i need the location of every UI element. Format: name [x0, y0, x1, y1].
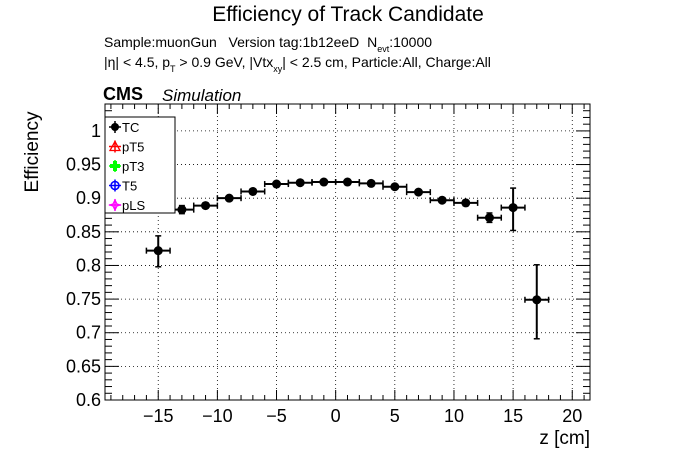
- legend-entry-pls: pLS: [108, 198, 145, 213]
- y-tick-label: 0.8: [76, 255, 101, 275]
- y-tick-label: 0.6: [76, 390, 101, 410]
- data-points: [145, 177, 550, 340]
- data-point-marker: [437, 195, 447, 205]
- data-point-marker: [508, 203, 518, 213]
- y-tick-label: 0.9: [76, 188, 101, 208]
- legend: TC pT5 pT3 T5 pLS: [104, 116, 176, 214]
- cuts-vtx: > 0.9 GeV, |Vtx: [175, 54, 274, 70]
- nevt-label: N: [367, 34, 378, 50]
- chart-title: Efficiency of Track Candidate: [212, 3, 484, 26]
- data-point-marker: [484, 213, 494, 223]
- legend-marker-pt3: [110, 161, 120, 171]
- x-tick-label: −5: [266, 406, 287, 426]
- data-point-marker: [532, 295, 542, 305]
- data-point-marker: [272, 179, 282, 189]
- simulation-label: Simulation: [162, 86, 242, 105]
- y-tick-label: 0.75: [66, 289, 101, 309]
- cuts-rest: | < 2.5 cm, Particle:All, Charge:All: [282, 54, 491, 70]
- y-tick-label: 0.7: [76, 323, 101, 343]
- data-point-marker: [153, 246, 163, 256]
- y-tick-label: 0.85: [66, 222, 101, 242]
- legend-label: pT5: [122, 140, 144, 155]
- legend-label: TC: [122, 120, 139, 135]
- legend-entry-pt3: pT3: [109, 159, 144, 174]
- data-point-marker: [224, 193, 234, 203]
- data-point-marker: [390, 182, 400, 192]
- x-tick-label: 10: [444, 406, 464, 426]
- cms-label: CMS: [103, 84, 143, 104]
- version-label: Version tag:1b12eeD: [228, 34, 360, 50]
- legend-marker-pls: [108, 198, 122, 212]
- legend-label: pLS: [122, 198, 145, 213]
- legend-label: T5: [122, 179, 137, 194]
- data-point-marker: [343, 177, 352, 187]
- x-tick-label: 5: [390, 406, 400, 426]
- y-tick-label: 0.95: [66, 155, 101, 175]
- data-point-marker: [248, 186, 258, 196]
- legend-entry-pt5: pT5: [108, 140, 144, 155]
- pt-subscript: T: [170, 64, 176, 74]
- grid-lines: [105, 104, 590, 401]
- data-point-marker: [295, 178, 305, 188]
- data-point-marker: [177, 205, 187, 215]
- legend-marker-tc: [111, 123, 119, 131]
- sample-label: Sample:muonGun: [104, 34, 217, 50]
- data-point-marker: [201, 201, 211, 211]
- data-point-marker: [413, 187, 423, 197]
- x-tick-label: −10: [202, 406, 233, 426]
- data-point-marker: [319, 177, 329, 187]
- data-point-marker: [366, 178, 376, 188]
- legend-entry-tc: TC: [109, 120, 139, 135]
- y-axis-label: Efficiency: [22, 111, 43, 192]
- axis-ticks: [105, 104, 590, 401]
- xy-subscript: xy: [273, 64, 283, 74]
- x-tick-label: −15: [143, 406, 174, 426]
- nevt-value: :10000: [389, 34, 433, 50]
- x-tick-label: 20: [562, 406, 582, 426]
- x-tick-label: 15: [503, 406, 523, 426]
- selection-cuts-line: |η| < 4.5, pT > 0.9 GeV, |Vtxxy| < 2.5 c…: [104, 54, 491, 74]
- x-tick-label: 0: [331, 406, 341, 426]
- nevt-subscript: evt: [377, 44, 390, 54]
- legend-marker-pt5: [108, 140, 122, 152]
- cuts-eta-pt: |η| < 4.5, p: [104, 54, 171, 70]
- plot-frame: [104, 103, 591, 401]
- data-point-marker: [461, 198, 471, 208]
- axis-tick-labels: −15 −10 −5 0 5 10 15 20 0.6 0.65 0.7 0.75 0.8 0.85 0.9…: [66, 121, 582, 426]
- legend-entry-t5: T5: [109, 179, 137, 194]
- sample-info-line: Sample:muonGun Version tag:1b12eeD Nevt:…: [104, 34, 433, 54]
- y-tick-label: 1: [91, 121, 101, 141]
- y-tick-label: 0.65: [66, 356, 101, 376]
- legend-label: pT3: [122, 159, 144, 174]
- legend-marker-t5: [110, 180, 120, 191]
- x-axis-label: z [cm]: [539, 428, 590, 449]
